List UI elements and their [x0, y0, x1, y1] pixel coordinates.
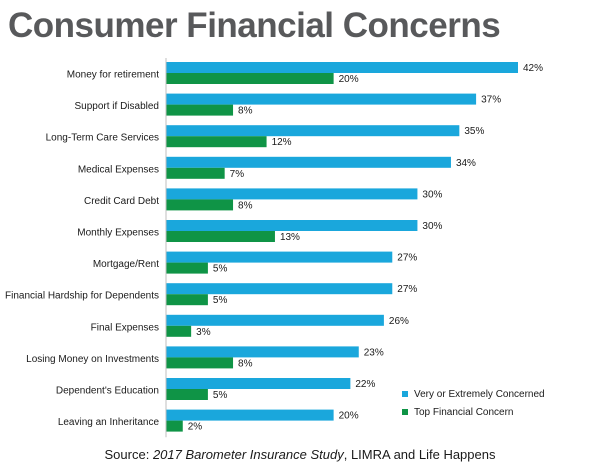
data-label-series-1: 22% [355, 379, 375, 390]
data-label-series-1: 27% [397, 253, 417, 264]
bar-series-1 [166, 220, 418, 231]
legend-swatch-2 [402, 409, 408, 415]
data-label-series-2: 8% [238, 358, 253, 369]
legend-label-2: Top Financial Concern [414, 407, 514, 418]
bar-series-2 [166, 294, 208, 306]
chart-title: Consumer Financial Concerns [8, 6, 501, 45]
data-label-series-2: 8% [238, 200, 253, 211]
legend-swatch-1 [402, 391, 408, 397]
category-label: Money for retirement [67, 70, 159, 81]
bar-series-1 [166, 314, 384, 326]
data-label-series-2: 12% [272, 137, 292, 148]
data-label-series-2: 5% [213, 295, 228, 306]
category-label: Support if Disabled [75, 101, 160, 112]
data-label-series-1: 37% [481, 95, 501, 106]
data-label-series-1: 34% [456, 158, 476, 169]
category-label: Financial Hardship for Dependents [5, 291, 159, 302]
bar-series-1 [166, 283, 393, 295]
source-prefix: Source: [104, 447, 153, 462]
bar-series-1 [166, 93, 477, 105]
data-label-series-2: 8% [238, 106, 253, 117]
data-label-series-2: 3% [196, 327, 211, 338]
category-label: Long-Term Care Services [46, 133, 159, 144]
bar-series-1 [166, 346, 359, 358]
data-label-series-2: 2% [188, 422, 203, 433]
bar-series-2 [166, 389, 208, 400]
data-label-series-1: 26% [389, 316, 409, 327]
category-label: Dependent's Education [56, 386, 159, 397]
bar-series-2 [166, 104, 234, 116]
bar-series-1 [166, 156, 451, 168]
bar-series-1 [166, 378, 351, 389]
category-label: Losing Money on Investments [26, 354, 159, 365]
data-label-series-1: 30% [422, 189, 442, 200]
category-label: Mortgage/Rent [93, 259, 159, 270]
category-label: Monthly Expenses [77, 228, 159, 239]
legend-label-1: Very or Extremely Concerned [414, 389, 545, 400]
category-label: Leaving an Inheritance [58, 417, 160, 428]
data-label-series-2: 5% [213, 264, 228, 275]
data-label-series-1: 27% [397, 284, 417, 295]
bar-series-1 [166, 188, 418, 200]
bar-series-2 [166, 357, 234, 369]
bar-series-2 [166, 136, 267, 148]
source-note: Source: 2017 Barometer Insurance Study, … [0, 447, 600, 462]
bar-series-2 [166, 73, 334, 84]
bar-series-2 [166, 199, 234, 211]
bar-series-2 [166, 420, 183, 432]
source-suffix: , LIMRA and Life Happens [343, 447, 496, 462]
data-label-series-2: 13% [280, 232, 300, 243]
data-label-series-1: 42% [523, 63, 543, 74]
data-label-series-2: 20% [339, 74, 359, 85]
bar-series-2 [166, 231, 275, 242]
bar-series-2 [166, 262, 208, 274]
data-label-series-2: 5% [213, 390, 228, 401]
source-study-name: 2017 Barometer Insurance Study [152, 447, 344, 462]
data-label-series-1: 20% [339, 411, 359, 422]
bar-series-1 [166, 409, 334, 421]
category-label: Medical Expenses [78, 164, 159, 175]
bar-series-1 [166, 125, 460, 137]
bar-series-1 [166, 251, 393, 263]
bar-series-2 [166, 167, 225, 179]
data-label-series-1: 23% [364, 347, 384, 358]
data-label-series-2: 7% [230, 169, 245, 180]
data-label-series-1: 35% [464, 126, 484, 137]
bar-series-2 [166, 325, 192, 337]
category-label: Final Expenses [91, 322, 159, 333]
category-label: Credit Card Debt [84, 196, 159, 207]
bar-series-1 [166, 62, 518, 73]
data-label-series-1: 30% [422, 221, 442, 232]
